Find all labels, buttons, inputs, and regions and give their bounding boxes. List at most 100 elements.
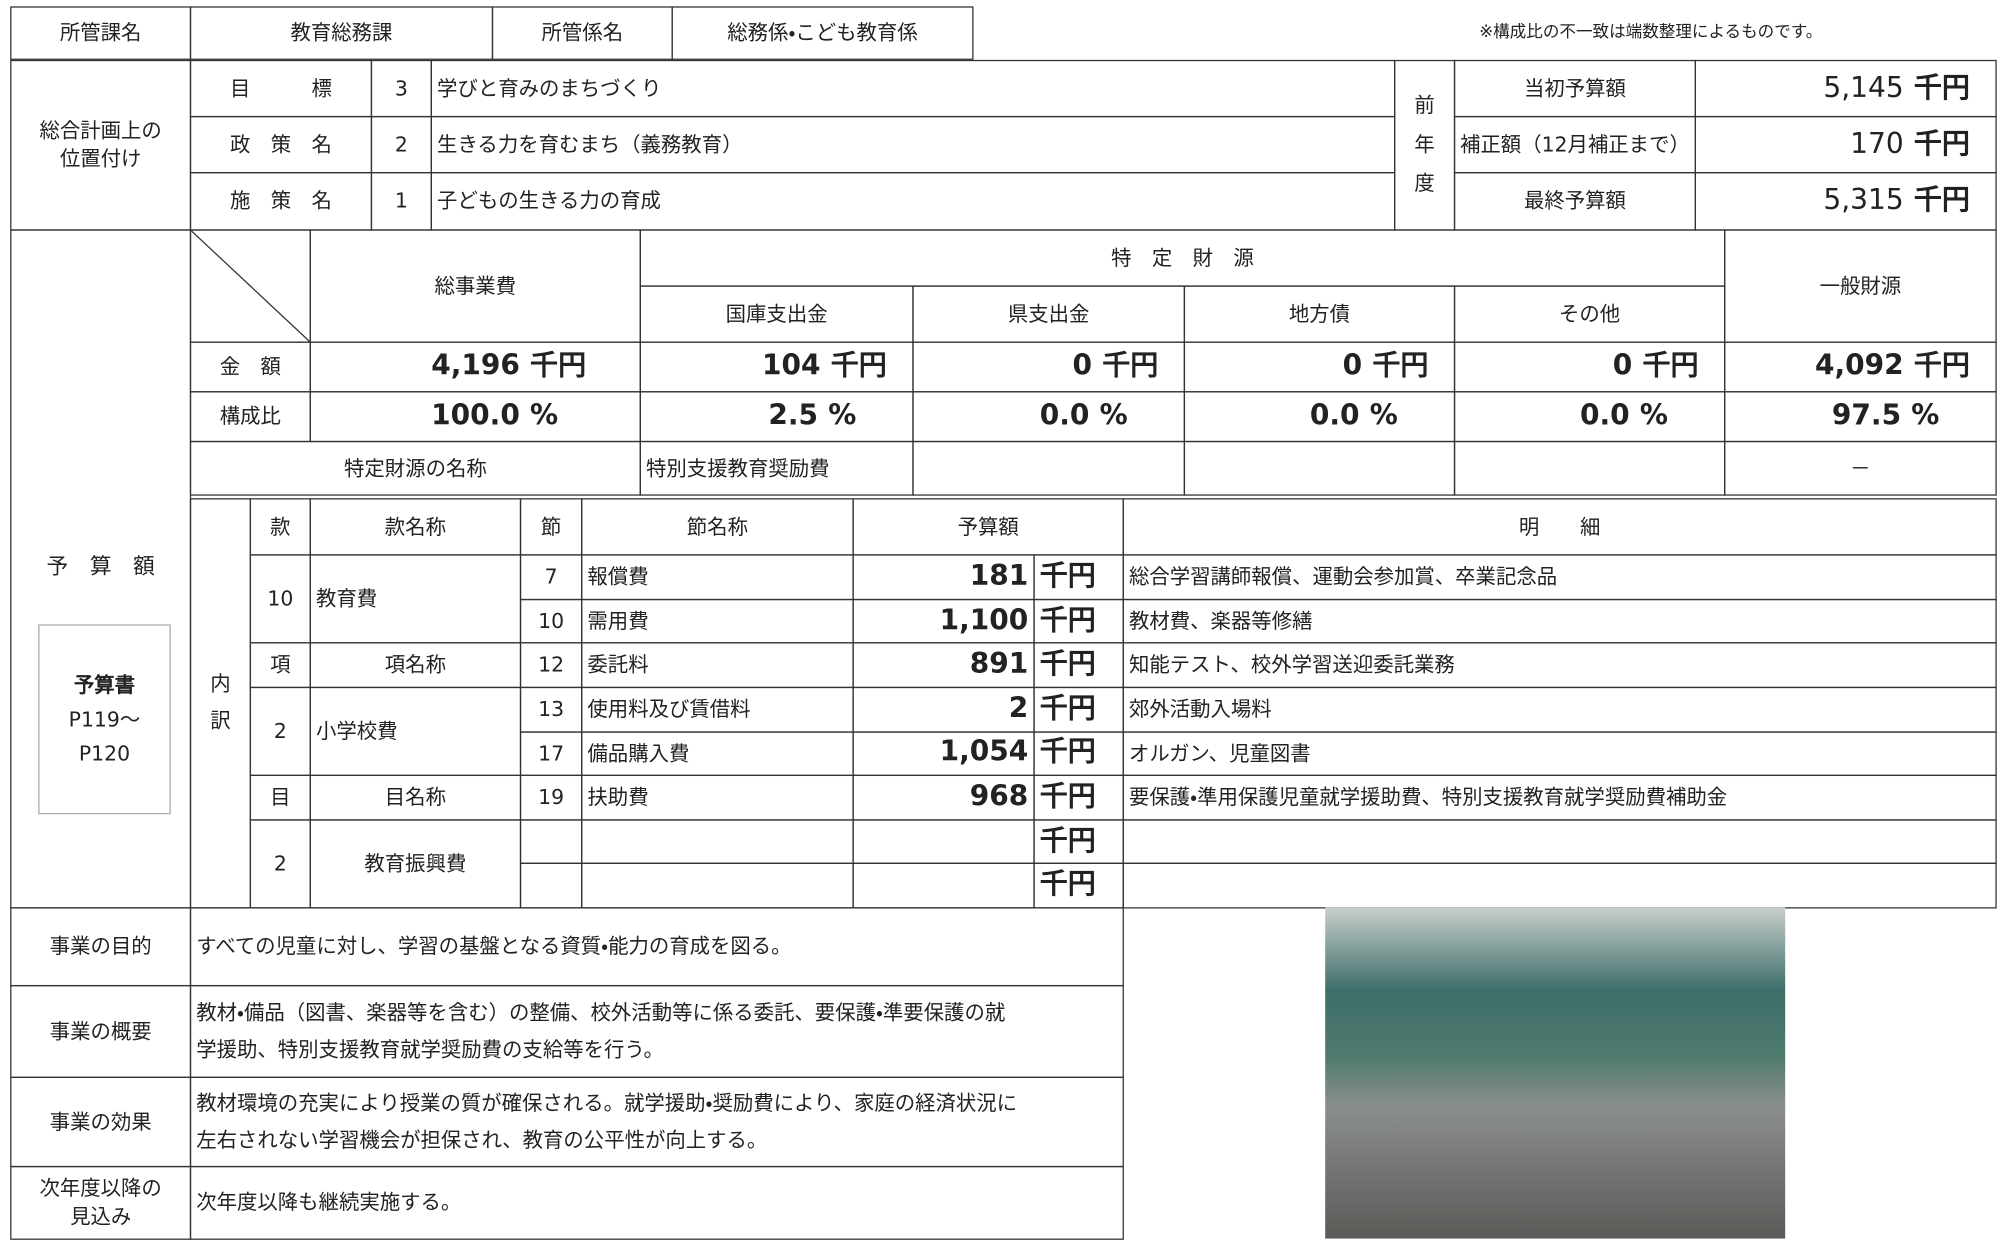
detail-label-line: 事業の目的 (50, 933, 152, 961)
plan-row-no-text: 1 (395, 188, 408, 216)
row-label-text: 構成比 (220, 403, 281, 431)
code: 10 (250, 554, 311, 643)
sec-unit: 千円 (1033, 687, 1123, 732)
value-unit: 104 千円 (762, 348, 887, 386)
previous-year-label-line: 年 (1414, 126, 1434, 165)
plan-row-text: 子どもの生きる力の育成 (431, 172, 1396, 231)
ratio: 100.0% (310, 391, 641, 442)
sec-amount: 1,100 (852, 598, 1034, 643)
sec-name: 需用費 (581, 598, 854, 643)
code: 目 (250, 775, 311, 821)
sec-amount-text: 891 (970, 646, 1029, 684)
head-text: その他 (1559, 300, 1620, 328)
head-text: 特 定 財 源 (1111, 244, 1254, 272)
detail-text-line: 教材・備品（図書、楽器等を含む）の整備、校外活動等に係る委託、要保護・準要保護の… (196, 995, 1005, 1032)
sec-unit-text: 千円 (1040, 602, 1096, 640)
sec-detail-text: オルガン、児童図書 (1129, 740, 1311, 768)
col-head-text: 明 細 (1519, 513, 1601, 541)
col-head-text: 予算額 (958, 513, 1019, 541)
detail-text-line: 学援助、特別支援教育就学奨励費の支給等を行う。 (196, 1031, 664, 1068)
code-name: 項名称 (310, 642, 522, 688)
unit: 千円 (530, 348, 586, 386)
label: 所管課名 (10, 6, 191, 60)
unit: 千円 (831, 348, 887, 386)
sec-detail-text: 総合学習講師報償、運動会参加賞、卒業記念品 (1129, 563, 1557, 591)
detail-label: 事業の目的 (10, 907, 191, 986)
value-unit: 4,196 千円 (431, 348, 586, 386)
detail-label: 事業の効果 (10, 1077, 191, 1167)
book-page: P120 (79, 737, 130, 772)
sec-amount: 2 (852, 687, 1034, 732)
sec-no (520, 819, 582, 864)
sec-amount: 181 (852, 554, 1034, 599)
plan-label-line: 位置付け (60, 145, 142, 173)
blank (912, 441, 1185, 496)
col-head-text: 節 (541, 513, 561, 541)
prev-label-text: 補正額（12月補正まで） (1460, 131, 1690, 159)
col-head: 予算額 (852, 498, 1123, 555)
code-name-text: 教育振興費 (364, 850, 466, 878)
sec-detail: 知能テスト、校外学習送迎委託業務 (1123, 643, 1997, 688)
code: 2 (250, 819, 311, 908)
label-text: 所管係名 (542, 19, 624, 47)
head-text: 国庫支出金 (726, 300, 828, 328)
value: 104 (762, 348, 821, 386)
previous-year-label-line: 前 (1414, 87, 1434, 126)
value-unit: 100.0% (431, 398, 558, 436)
value: 0 (1613, 348, 1633, 386)
value: 4,092 (1815, 348, 1904, 386)
head: 国庫支出金 (640, 285, 914, 342)
sec-amount-text: 1,100 (940, 602, 1029, 640)
head-text: 地方債 (1289, 300, 1350, 328)
unit: % (1640, 398, 1668, 436)
head-text: 県支出金 (1008, 300, 1090, 328)
detail-label-line: 次年度以降の (39, 1175, 161, 1203)
row-label-text: 特定財源の名称 (344, 455, 487, 483)
detail-text-line: 次年度以降も継続実施する。 (196, 1185, 461, 1222)
sec-detail-text: 郊外活動入場料 (1129, 696, 1272, 724)
value-unit: 2.5% (768, 398, 856, 436)
row-label-text: 金 額 (220, 353, 281, 381)
unit: % (1100, 398, 1128, 436)
value: 4,196 (431, 348, 520, 386)
source-name-text: 特別支援教育奨励費 (646, 455, 830, 483)
code-name-text: 款名称 (385, 513, 446, 541)
value: 100.0 (431, 398, 520, 436)
sec-name (581, 863, 854, 908)
plan-row-label: 目 標 (190, 60, 372, 117)
unit: % (530, 398, 558, 436)
breakdown-label-line: 訳 (210, 703, 230, 740)
unit: 千円 (1642, 348, 1698, 386)
sec-unit-text: 千円 (1040, 646, 1096, 684)
plan-row-no: 1 (371, 172, 432, 231)
sec-detail (1123, 819, 1997, 864)
value: 総務係・こども教育係 (672, 6, 974, 60)
diagonal-cell (190, 229, 311, 342)
sec-no: 10 (520, 598, 582, 643)
value: 0.0 (1040, 398, 1090, 436)
head: 総事業費 (310, 229, 641, 342)
sec-amount-text: 968 (970, 779, 1029, 817)
code-text: 10 (267, 585, 293, 613)
ratio: 97.5% (1724, 391, 1997, 442)
sec-no: 17 (520, 731, 582, 776)
blank (1184, 441, 1455, 496)
sec-name-text: 扶助費 (587, 784, 648, 812)
plan-row-no: 2 (371, 116, 432, 173)
unit: 千円 (1914, 126, 1970, 164)
code-name: 款名称 (310, 498, 522, 555)
detail-label-line: 見込み (70, 1203, 131, 1231)
label: 所管係名 (492, 6, 673, 60)
code: 款 (250, 498, 311, 555)
sec-amount: 891 (852, 643, 1034, 688)
sec-detail-text: 知能テスト、校外学習送迎委託業務 (1129, 651, 1455, 679)
sec-no: 19 (520, 775, 582, 820)
code-text: 款 (270, 513, 290, 541)
sec-unit: 千円 (1033, 643, 1123, 688)
sec-unit: 千円 (1033, 775, 1123, 820)
sec-no-text: 17 (538, 740, 564, 768)
detail-text: すべての児童に対し、学習の基盤となる資質・能力の育成を図る。 (190, 907, 1124, 986)
